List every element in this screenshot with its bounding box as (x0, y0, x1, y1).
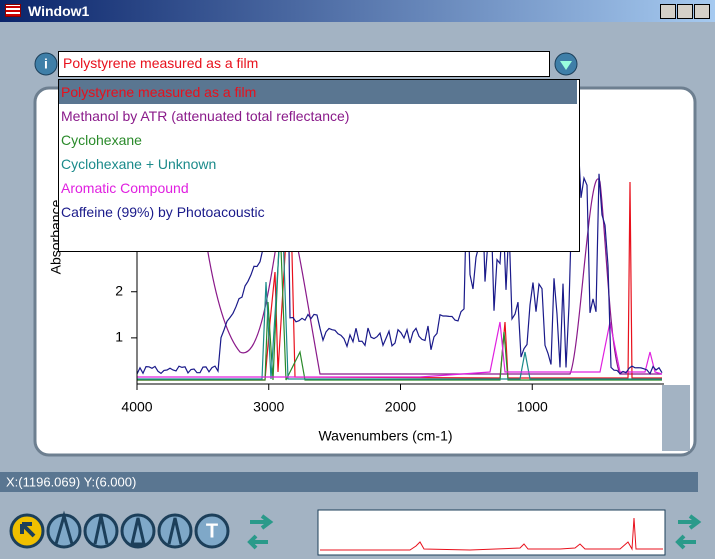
maximize[interactable] (677, 4, 693, 19)
x-tick-label: 4000 (121, 399, 152, 415)
tool-glyphs (54, 510, 183, 546)
info-button[interactable] (34, 52, 58, 76)
dropdown-option[interactable]: Caffeine (99%) by Photoacoustic (61, 204, 265, 220)
close[interactable] (694, 4, 710, 19)
x-tick-label: 3000 (253, 399, 284, 415)
dropdown-option[interactable]: Cyclohexane (61, 132, 142, 148)
spectrum-unknown (137, 201, 662, 380)
area-tool[interactable] (120, 513, 156, 549)
selected-text: Polystyrene measured as a film (63, 55, 259, 71)
dropdown-list: Polystyrene measured as a film Methanol b… (58, 79, 580, 252)
toolbar: T (9, 509, 702, 556)
window-title: Window1 (28, 3, 90, 19)
dropdown-option[interactable]: Cyclohexane + Unknown (61, 156, 217, 172)
minimize[interactable] (660, 4, 676, 19)
x-tick-label: 1000 (517, 399, 548, 415)
spectrum-aromatic (137, 321, 663, 378)
overview (317, 509, 666, 556)
spectrum-methanol (189, 97, 662, 375)
dropdown-option[interactable]: Aromatic Compound (61, 180, 189, 196)
window-buttons[interactable] (660, 4, 710, 19)
scroll-block (662, 385, 690, 451)
status-bar (0, 472, 698, 492)
x-axis-label: Wavenumbers (cm-1) (318, 428, 452, 444)
y-tick-label: 1 (115, 329, 123, 345)
text-tool-icon: T (206, 520, 218, 542)
dropdown-option[interactable]: Polystyrene measured as a film (59, 80, 577, 104)
plot: 4000300020001000123456Wavenumbers (cm-1)… (48, 98, 664, 444)
status-text: X:(1196.069) Y:(6.000) (6, 474, 136, 489)
zoom-arrows[interactable] (247, 514, 274, 550)
dropdown-arrow (560, 61, 572, 70)
selector-combo[interactable]: Polystyrene measured as a film (58, 51, 550, 77)
window-icon (5, 4, 21, 17)
title-bar: Window1 (0, 0, 715, 22)
text-tool[interactable] (194, 513, 230, 549)
scroll-arrows[interactable] (675, 514, 702, 550)
y-tick-label: 2 (115, 282, 123, 298)
info-icon: i (44, 56, 48, 72)
x-tick-label: 2000 (385, 399, 416, 415)
pointer-glyph (20, 522, 36, 538)
overview-spectrum (320, 517, 663, 551)
dropdown-option[interactable]: Methanol by ATR (attenuated total reflec… (61, 108, 350, 124)
mark-tool[interactable] (83, 513, 119, 549)
fill-tool[interactable] (157, 513, 193, 549)
